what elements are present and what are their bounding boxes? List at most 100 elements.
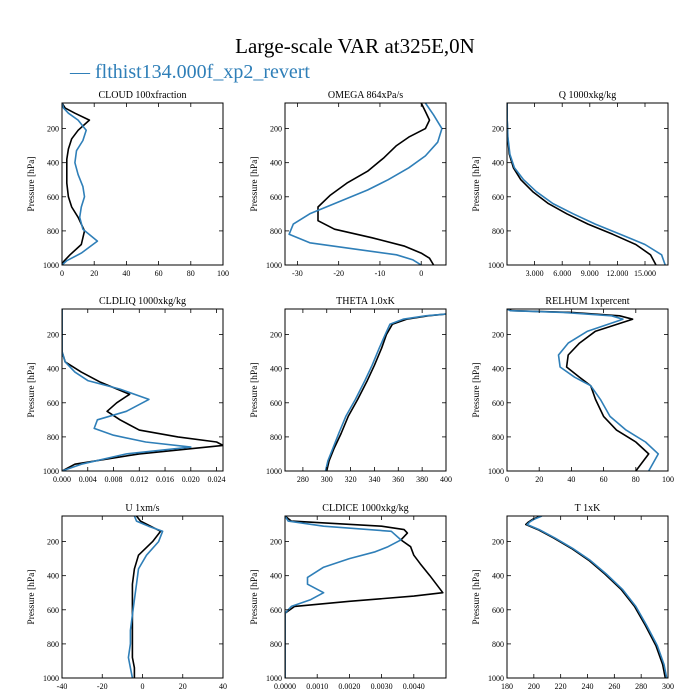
y-tick-label: 400 (270, 159, 282, 168)
y-tick-label: 800 (270, 640, 282, 649)
x-tick-label: -20 (333, 269, 344, 278)
x-tick-label: 360 (392, 475, 404, 484)
plot-frame (506, 308, 669, 472)
x-tick-label: -30 (292, 269, 303, 278)
y-tick-label: 600 (492, 606, 504, 615)
x-tick-label: 0.0030 (371, 682, 393, 691)
profile-line-2 (127, 516, 164, 678)
y-axis-label: Pressure [hPa] (250, 362, 260, 417)
profile-line-1 (325, 313, 446, 471)
y-tick-label: 200 (492, 331, 504, 340)
x-tick-label: 300 (321, 475, 333, 484)
y-tick-label: 200 (47, 125, 59, 134)
plot-frame (284, 102, 447, 266)
x-tick-label: 280 (635, 682, 647, 691)
x-tick-label: 0 (419, 269, 423, 278)
y-tick-label: 600 (270, 606, 282, 615)
x-tick-label: 20 (90, 269, 98, 278)
x-tick-label: 100 (662, 475, 674, 484)
x-tick-label: 0.012 (130, 475, 148, 484)
x-tick-label: 12.000 (606, 269, 628, 278)
profile-line-2 (62, 103, 99, 265)
x-tick-label: 0.0040 (403, 682, 425, 691)
x-tick-label: 40 (567, 475, 575, 484)
y-tick-label: 200 (270, 538, 282, 547)
figure-title: Large-scale VAR at325E,0N (235, 34, 475, 58)
y-tick-label: 800 (492, 640, 504, 649)
profile-line-1 (317, 103, 435, 265)
y-tick-label: 1000 (266, 261, 282, 270)
y-axis-label: Pressure [hPa] (472, 569, 482, 624)
y-tick-label: 600 (270, 193, 282, 202)
y-tick-label: 600 (492, 193, 504, 202)
x-tick-label: -40 (57, 682, 68, 691)
x-tick-label: 0.0000 (274, 682, 296, 691)
y-axis-label: Pressure [hPa] (27, 569, 37, 624)
y-tick-label: 1000 (488, 674, 504, 683)
x-tick-label: 260 (608, 682, 620, 691)
y-tick-label: 800 (492, 227, 504, 236)
x-tick-label: 280 (297, 475, 309, 484)
x-tick-label: 300 (662, 682, 674, 691)
x-tick-label: 0.024 (208, 475, 226, 484)
y-axis-label: Pressure [hPa] (27, 362, 37, 417)
plot-frame (61, 515, 224, 679)
x-tick-label: 15.000 (634, 269, 656, 278)
profile-line-2 (526, 516, 668, 678)
x-tick-label: 20 (179, 682, 187, 691)
y-tick-label: 400 (270, 365, 282, 374)
y-axis-label: Pressure [hPa] (250, 569, 260, 624)
x-tick-label: 0.0020 (338, 682, 360, 691)
x-tick-label: -10 (375, 269, 386, 278)
panel-title: Q 1000xkg/kg (559, 90, 617, 101)
x-tick-label: 9.000 (581, 269, 599, 278)
panel-title: RELHUM 1xpercent (545, 296, 629, 307)
x-tick-label: 240 (582, 682, 594, 691)
x-tick-label: 60 (155, 269, 163, 278)
panel-7: U 1xm/s -40 -20 0 20 40 200 400 600 800 1000 Pressu… (27, 503, 227, 691)
y-tick-label: 800 (47, 433, 59, 442)
panel-4: CLDLIQ 1000xkg/kg 0.000 0.004 0.008 0.012 0.0… (27, 296, 226, 484)
x-tick-label: 80 (187, 269, 195, 278)
x-tick-label: 0 (141, 682, 145, 691)
x-tick-label: 80 (632, 475, 640, 484)
profile-line-2 (324, 313, 446, 471)
plot-frame (61, 102, 224, 266)
y-tick-label: 800 (492, 433, 504, 442)
panel-title: CLDICE 1000xkg/kg (322, 503, 408, 514)
y-tick-label: 400 (492, 159, 504, 168)
y-tick-label: 600 (47, 606, 59, 615)
y-tick-label: 400 (270, 572, 282, 581)
y-tick-label: 400 (47, 572, 59, 581)
panel-title: U 1xm/s (125, 503, 159, 514)
profile-line-1 (524, 516, 667, 678)
plot-frame (284, 308, 447, 472)
x-tick-label: 0 (60, 269, 64, 278)
y-tick-label: 600 (47, 399, 59, 408)
x-tick-label: 0.008 (105, 475, 123, 484)
profile-line-2 (507, 309, 660, 471)
x-tick-label: 20 (535, 475, 543, 484)
x-tick-label: 60 (600, 475, 608, 484)
legend-entry: — flthist134.000f_xp2_revert (69, 61, 310, 83)
y-tick-label: 600 (492, 399, 504, 408)
x-tick-label: -20 (97, 682, 108, 691)
panel-2: OMEGA 864xPa/s -30 -20 -10 0 200 400 600 800 1000… (250, 90, 447, 278)
profile-line-1 (285, 516, 444, 678)
y-axis-label: Pressure [hPa] (250, 156, 260, 211)
panel-8: CLDICE 1000xkg/kg 0.0000 0.0010 0.0020 0.003… (250, 503, 447, 691)
x-tick-label: 180 (501, 682, 513, 691)
panel-title: THETA 1.0xK (336, 296, 395, 307)
profile-line-1 (131, 516, 162, 678)
y-tick-label: 200 (492, 538, 504, 547)
y-tick-label: 1000 (266, 467, 282, 476)
profile-line-2 (288, 103, 443, 265)
y-tick-label: 400 (492, 572, 504, 581)
y-tick-label: 200 (270, 331, 282, 340)
y-tick-label: 1000 (266, 674, 282, 683)
y-tick-label: 1000 (488, 467, 504, 476)
profile-line-1 (62, 103, 91, 265)
y-tick-label: 800 (47, 227, 59, 236)
y-axis-label: Pressure [hPa] (472, 156, 482, 211)
